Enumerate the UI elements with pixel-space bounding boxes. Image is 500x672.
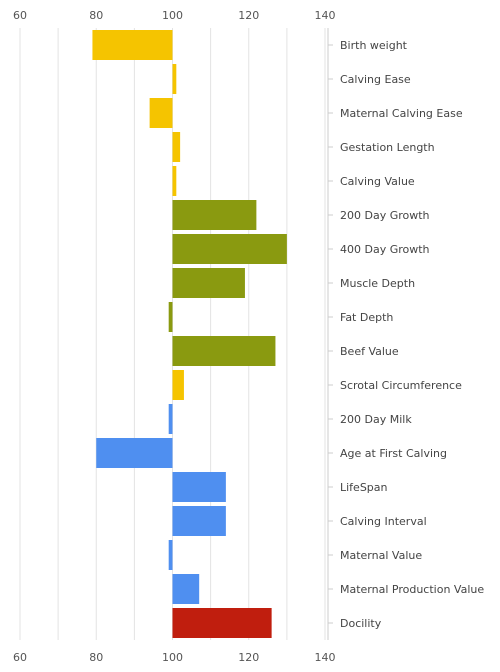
- x-tick-label-bottom: 120: [238, 651, 259, 664]
- category-label: Fat Depth: [340, 311, 393, 324]
- bar-400-day-growth: [172, 234, 287, 264]
- bar-fat-depth: [168, 302, 173, 332]
- x-tick-label-top: 100: [162, 9, 183, 22]
- bar-lifespan: [172, 472, 226, 502]
- category-labels: Birth weight Calving Ease Maternal Calving…: [328, 39, 484, 630]
- category-label: Beef Value: [340, 345, 399, 358]
- bar-maternal-value: [168, 540, 173, 570]
- bar-200-day-milk: [168, 404, 173, 434]
- category-label: Scrotal Circumference: [340, 379, 462, 392]
- gridlines: [19, 28, 326, 640]
- category-label: 400 Day Growth: [340, 243, 430, 256]
- x-tick-label-top: 120: [238, 9, 259, 22]
- x-tick-label-top: 80: [89, 9, 103, 22]
- bar-calving-value: [172, 166, 177, 196]
- category-label: Muscle Depth: [340, 277, 415, 290]
- category-label: LifeSpan: [340, 481, 388, 494]
- bar-maternal-calving-ease: [149, 98, 173, 128]
- bar-beef-value: [172, 336, 276, 366]
- x-tick-label-top: 140: [315, 9, 336, 22]
- bar-maternal-production-value: [172, 574, 200, 604]
- bar-calving-interval: [172, 506, 226, 536]
- category-label: Maternal Production Value: [340, 583, 484, 596]
- category-label: Calving Ease: [340, 73, 411, 86]
- bar-gestation-length: [172, 132, 181, 162]
- bar-birth-weight: [92, 30, 173, 60]
- category-label: Gestation Length: [340, 141, 435, 154]
- bar-scrotal-circumference: [172, 370, 184, 400]
- category-label: Birth weight: [340, 39, 408, 52]
- bars: [92, 30, 287, 638]
- bar-docility: [172, 608, 272, 638]
- category-label: Maternal Calving Ease: [340, 107, 463, 120]
- category-label: Calving Value: [340, 175, 415, 188]
- x-tick-label-bottom: 60: [13, 651, 27, 664]
- x-axis-bottom: 60 80 100 120 140: [13, 651, 336, 664]
- bar-200-day-growth: [172, 200, 257, 230]
- x-tick-label-bottom: 80: [89, 651, 103, 664]
- bar-calving-ease: [172, 64, 177, 94]
- category-label: Maternal Value: [340, 549, 422, 562]
- x-tick-label-bottom: 140: [315, 651, 336, 664]
- bar-muscle-depth: [172, 268, 245, 298]
- category-label: 200 Day Growth: [340, 209, 430, 222]
- category-label: Docility: [340, 617, 382, 630]
- category-label: 200 Day Milk: [340, 413, 412, 426]
- x-axis-top: 60 80 100 120 140: [13, 9, 336, 22]
- x-tick-label-bottom: 100: [162, 651, 183, 664]
- category-label: Calving Interval: [340, 515, 427, 528]
- category-label: Age at First Calving: [340, 447, 447, 460]
- x-tick-label-top: 60: [13, 9, 27, 22]
- bar-age-at-first-calving: [96, 438, 173, 468]
